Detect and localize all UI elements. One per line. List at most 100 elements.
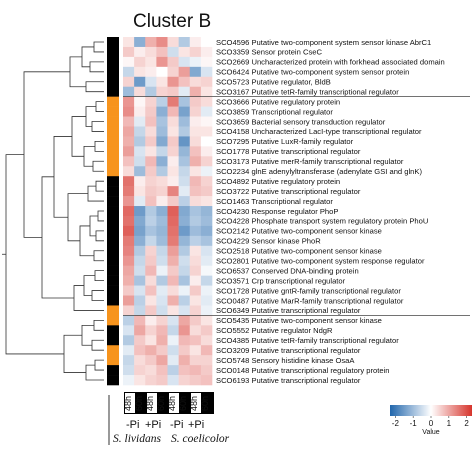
heatmap-cell: [178, 315, 191, 326]
heatmap-cell: [200, 275, 213, 286]
annotation-cell: [107, 315, 119, 326]
heatmap-cell: [156, 235, 168, 247]
annotation-cell: [107, 96, 119, 107]
heatmap-cell: [167, 106, 179, 117]
heatmap-cell: [189, 116, 202, 127]
chart-title: Cluster B: [133, 11, 211, 32]
annotation-cell: [107, 375, 119, 386]
row-labels: SCO4596 Putative two-component system se…: [216, 38, 445, 385]
heatmap-cell: [178, 375, 191, 386]
heatmap-cell: [189, 106, 202, 117]
heatmap-cell: [200, 305, 213, 316]
heatmap-cell: [156, 255, 168, 266]
heatmap-cell: [189, 196, 202, 207]
heatmap-cell: [189, 345, 202, 356]
heatmap-cell: [200, 196, 213, 207]
heatmap-cell: [167, 225, 179, 237]
column-label: 60h: [178, 396, 188, 411]
row-label: SCO6349 Putative transcriptional regulat…: [216, 306, 361, 315]
heatmap-cell: [123, 265, 135, 276]
heatmap-cell: [178, 46, 191, 58]
column-label: 48h: [189, 396, 199, 411]
dendrogram-branch: [85, 81, 104, 93]
heatmap-cell: [178, 365, 191, 376]
heatmap-cell: [200, 56, 213, 68]
heatmap-cell: [178, 176, 191, 187]
legend-tick-label: -2: [392, 419, 400, 428]
heatmap-cell: [156, 245, 168, 257]
dendrogram-branch: [95, 230, 104, 242]
heatmap-cell: [156, 116, 168, 127]
heatmap-cell: [123, 206, 135, 217]
row-label: SCO1463 Transcriptional regulator: [216, 197, 333, 206]
row-annotation-bar: [107, 37, 119, 386]
heatmap-cell: [123, 325, 135, 336]
heatmap-cell: [145, 166, 157, 177]
heatmap-cells: [123, 37, 470, 386]
heatmap-cell: [167, 46, 179, 58]
heatmap-cell: [145, 365, 157, 376]
heatmap-cell: [123, 196, 135, 207]
heatmap-cell: [178, 156, 191, 167]
row-label: SCO2518 Putative two-component sensor ki…: [216, 247, 382, 256]
heatmap-cell: [145, 106, 157, 117]
row-label: SCO3722 Putative transcriptional regulat…: [216, 187, 361, 196]
heatmap-cell: [134, 235, 146, 247]
row-label: SCO3209 Putative transcriptional regulat…: [216, 346, 361, 355]
heatmap-cell: [189, 76, 202, 88]
dendrogram-branch: [5, 154, 64, 355]
heatmap-cell: [123, 96, 135, 107]
heatmap-cell: [189, 37, 202, 48]
column-label: 48h: [167, 396, 177, 411]
heatmap-cell: [145, 235, 157, 247]
heatmap-cell: [156, 335, 168, 346]
heatmap-cell: [134, 176, 146, 187]
heatmap-cell: [145, 56, 157, 68]
heatmap-cell: [145, 76, 157, 88]
heatmap-cell: [123, 255, 135, 266]
annotation-cell: [107, 345, 119, 356]
column-label-box: [169, 393, 179, 413]
heatmap-cell: [145, 196, 157, 207]
heatmap-cell: [134, 225, 146, 237]
heatmap-cell: [200, 325, 213, 336]
annotation-cell: [107, 235, 119, 247]
heatmap-cell: [167, 335, 179, 346]
heatmap-cell: [189, 335, 202, 346]
row-label: SCO5748 Sensory histidine kinase OsaA: [216, 356, 355, 365]
heatmap-cell: [178, 255, 191, 266]
legend-gradient: [390, 405, 472, 416]
dendrogram-branch: [85, 106, 96, 127]
heatmap-cell: [167, 255, 179, 266]
annotation-cell: [107, 46, 119, 58]
heatmap-cell: [156, 275, 168, 286]
heatmap-cell: [200, 176, 213, 187]
heatmap-cell: [145, 295, 157, 306]
annotation-cell: [107, 66, 119, 78]
heatmap-cell: [123, 275, 135, 286]
heatmap-cell: [134, 275, 146, 286]
heatmap-cell: [134, 315, 146, 326]
heatmap-cell: [167, 136, 179, 147]
heatmap-cell: [156, 106, 168, 117]
heatmap-cell: [178, 295, 191, 306]
heatmap-cell: [200, 295, 213, 306]
heatmap-cell: [200, 375, 213, 386]
annotation-cell: [107, 245, 119, 257]
legend-tick-label: 2: [464, 419, 469, 428]
heatmap-cell: [200, 186, 213, 197]
row-label: SCO3666 Putative regulatory protein: [216, 97, 340, 106]
heatmap-cell: [145, 315, 157, 326]
annotation-cell: [107, 156, 119, 167]
species-label: S. coelicolor: [171, 433, 230, 445]
annotation-cell: [107, 365, 119, 376]
heatmap-cell: [156, 156, 168, 167]
column-label-box: [125, 393, 135, 413]
heatmap-cell: [145, 265, 157, 276]
heatmap-cell: [189, 96, 202, 107]
heatmap-cell: [167, 245, 179, 257]
annotation-cell: [107, 196, 119, 207]
dendrogram-branch: [89, 61, 104, 73]
heatmap-cell: [123, 245, 135, 257]
heatmap-cell: [156, 325, 168, 336]
